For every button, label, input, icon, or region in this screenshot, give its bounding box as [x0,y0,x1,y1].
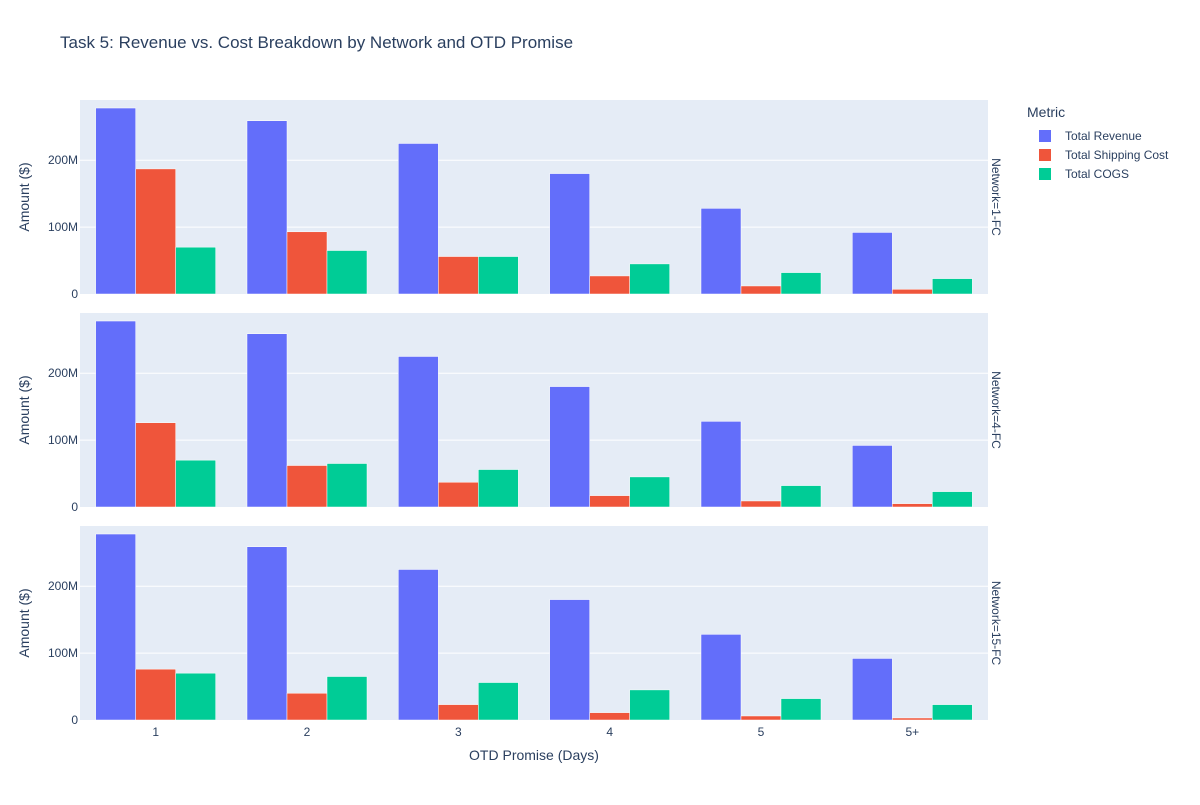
y-axis-label: Amount ($) [16,588,32,657]
y-tick-label: 100M [48,433,78,447]
bar [932,704,973,721]
bar [780,272,822,295]
bar [852,232,893,295]
legend-item-cogs[interactable]: Total COGS [1027,164,1168,183]
bar [740,715,782,721]
bar [780,485,822,508]
y-tick-label: 200M [48,366,78,380]
bar [629,263,670,295]
bar [95,107,136,295]
x-tick-label: 4 [606,725,613,739]
x-axis-label: OTD Promise (Days) [469,747,599,763]
y-tick-label: 200M [48,153,78,167]
legend-swatch-revenue [1039,129,1051,142]
bar [135,168,176,295]
x-tick-label: 5 [758,725,765,739]
bar [175,246,216,295]
bar [629,476,670,508]
bar [175,672,216,721]
bar [135,422,176,508]
y-tick-label: 200M [48,579,78,593]
legend-swatch-cogs [1039,167,1051,180]
bar [852,658,893,721]
bar [549,599,590,721]
bar [438,256,479,295]
bar [932,278,973,295]
legend-label-cogs: Total COGS [1065,166,1130,181]
bar [892,503,933,508]
y-tick-label: 0 [71,500,78,514]
bar [932,491,973,508]
bar [438,481,479,508]
bar [629,689,670,721]
x-tick-label: 5+ [905,725,919,739]
bar [700,208,742,295]
chart-title: Task 5: Revenue vs. Cost Breakdown by Ne… [60,33,574,52]
bar [398,143,439,295]
bar [589,712,630,721]
y-tick-label: 0 [71,287,78,301]
x-tick-label: 1 [152,725,159,739]
bar [135,668,176,721]
bar [438,704,479,721]
bar [780,698,822,721]
bar [95,320,136,508]
bar [175,459,216,508]
bar [478,682,519,721]
legend: Metric Total Revenue Total Shipping Cost… [1027,104,1168,183]
bar [326,250,368,295]
legend-swatch-shipping-cost [1039,148,1051,161]
bar [398,356,439,508]
bar [589,495,630,508]
facet-label: Network=1-FC [989,158,1003,236]
x-tick-label: 2 [304,725,311,739]
y-tick-label: 100M [48,220,78,234]
bar [286,692,328,721]
bar [892,289,933,295]
x-tick-label: 3 [455,725,462,739]
bar [246,333,288,508]
bar [286,465,328,508]
bar [892,717,933,721]
bar [589,275,630,295]
facet-background [80,313,988,507]
legend-label-shipping-cost: Total Shipping Cost [1065,147,1169,162]
bar [700,634,742,721]
bar [549,173,590,295]
legend-label-revenue: Total Revenue [1065,128,1142,143]
y-axis-label: Amount ($) [16,162,32,231]
facet-label: Network=15-FC [989,581,1003,666]
legend-title: Metric [1027,104,1066,120]
bar [398,569,439,721]
bar [700,421,742,508]
bar [852,445,893,508]
bar [326,676,368,721]
facet-background [80,526,988,720]
bar [478,469,519,508]
legend-item-revenue[interactable]: Total Revenue [1027,126,1168,145]
y-tick-label: 100M [48,646,78,660]
facet-label: Network=4-FC [989,371,1003,449]
bar [740,285,782,295]
bar [740,500,782,508]
facet-background [80,100,988,294]
y-axis-label: Amount ($) [16,375,32,444]
bar [246,120,288,295]
bar [478,256,519,295]
bar [326,463,368,508]
bar [286,231,328,295]
bar [246,546,288,721]
bar [549,386,590,508]
bar [95,533,136,721]
y-tick-label: 0 [71,713,78,727]
legend-item-shipping-cost[interactable]: Total Shipping Cost [1027,145,1168,164]
